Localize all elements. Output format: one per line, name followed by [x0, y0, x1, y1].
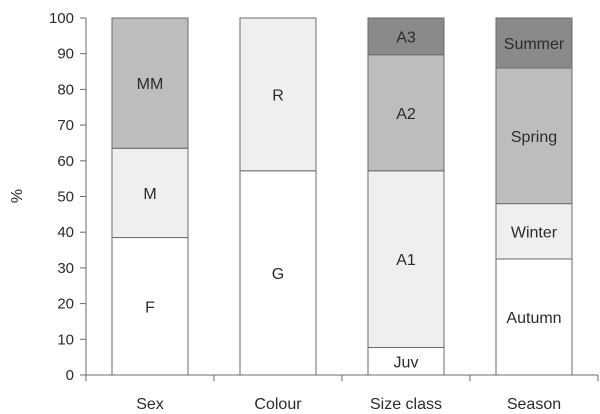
segment-label: F — [145, 299, 155, 316]
y-tick-label: 0 — [66, 367, 74, 384]
segment-label: MM — [137, 76, 164, 93]
x-category-label: Sex — [136, 396, 164, 413]
y-tick-label: 90 — [57, 46, 74, 63]
bar-segment — [367, 170, 445, 349]
y-tick-label: 40 — [57, 224, 74, 241]
x-category-label: Colour — [254, 396, 302, 413]
segment-label: A1 — [396, 252, 416, 269]
y-axis-label: % — [9, 189, 26, 203]
segment-label: Summer — [504, 36, 565, 53]
y-tick-label: 20 — [57, 296, 74, 313]
segment-label: M — [143, 186, 156, 203]
bar-colour: GR — [239, 17, 317, 376]
y-tick-label: 50 — [57, 189, 74, 206]
bar-segment — [495, 203, 573, 260]
bar-segment — [367, 54, 445, 172]
axes: 0 10 20 30 40 50 60 70 80 90 100 Sex Colour Size clas… — [49, 10, 599, 413]
bar-segment — [239, 17, 317, 172]
x-category-label: Size class — [370, 396, 442, 413]
bar-segment — [367, 17, 445, 56]
segment-label: Winter — [511, 224, 558, 241]
bar-segment — [495, 17, 573, 69]
y-tick-label: 60 — [57, 153, 74, 170]
segment-label: Juv — [394, 354, 419, 371]
bar-segment — [239, 170, 317, 376]
segment-label: R — [272, 87, 284, 104]
segment-label: A3 — [396, 29, 416, 46]
segment-label: A2 — [396, 106, 416, 123]
y-tick-label: 70 — [57, 117, 74, 134]
bar-season: Autumn Winter Spring Summer — [495, 17, 573, 376]
y-tick-label: 30 — [57, 260, 74, 277]
segment-label: Autumn — [506, 310, 561, 327]
bar-segment — [111, 237, 189, 376]
y-tick-label: 100 — [49, 10, 74, 27]
bar-size-class: Juv A1 A2 A3 — [367, 17, 445, 376]
bar-segment — [111, 147, 189, 239]
x-category-label: Season — [507, 396, 561, 413]
bar-segment — [367, 347, 445, 376]
segment-label: G — [272, 266, 284, 283]
bar-segment — [495, 67, 573, 205]
segment-label: Spring — [511, 129, 557, 146]
bar-segment — [495, 258, 573, 376]
y-tick-label: 10 — [57, 331, 74, 348]
y-tick-label: 80 — [57, 81, 74, 98]
bar-segment — [111, 17, 189, 149]
